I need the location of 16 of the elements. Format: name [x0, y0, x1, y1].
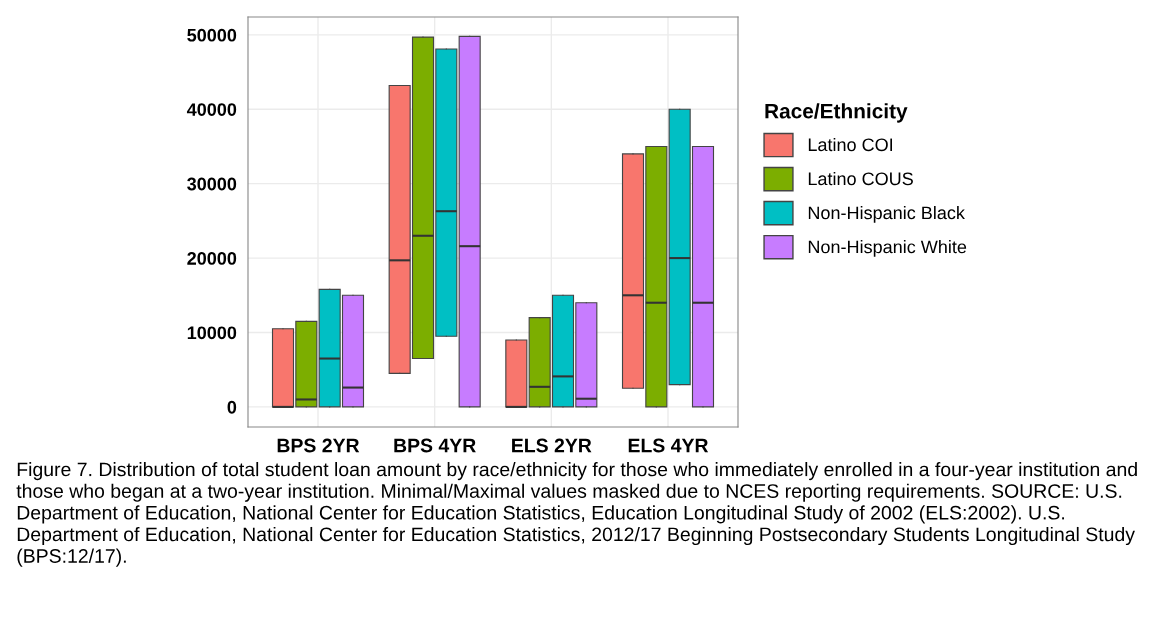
legend-label: Non-Hispanic Black: [808, 205, 965, 223]
x-tick-label: ELS 4YR: [628, 438, 709, 453]
caption: Figure 7. Distribution of total student loan amount by race/ethnicity for those who immediately enrolled in a four-year institution and those who began at a two-year institution. Minimal/Maximal values masked due to NCES reporting requirements. SOURCE: U.S. Department of Education, National Center for Education Statistics, Education Longitudinal Study of 2002 (ELS:2002). U.S. Department of Education, National Center for Education Statistics, 2012/17 Beginning Postsecondary Students Longitudinal Study (BPS:12/17).: [16, 462, 1137, 567]
y-tick-label: 10000: [187, 326, 237, 340]
y-tick-label: 0: [227, 400, 237, 414]
x-tick-label: BPS 4YR: [394, 438, 476, 453]
legend-label: Latino COI: [808, 137, 893, 152]
legend-label: Non-Hispanic White: [808, 240, 967, 257]
x-tick-label: ELS 2YR: [512, 438, 592, 453]
y-tick-label: 30000: [187, 177, 237, 191]
y-tick-label: 20000: [187, 252, 237, 265]
y-tick-label: 40000: [186, 103, 237, 116]
legend-title: Race/Ethnicity: [765, 103, 908, 123]
y-tick-label: 50000: [187, 28, 237, 42]
legend-label: Latino COUS: [808, 171, 913, 186]
x-tick-label: BPS 2YR: [277, 438, 360, 453]
